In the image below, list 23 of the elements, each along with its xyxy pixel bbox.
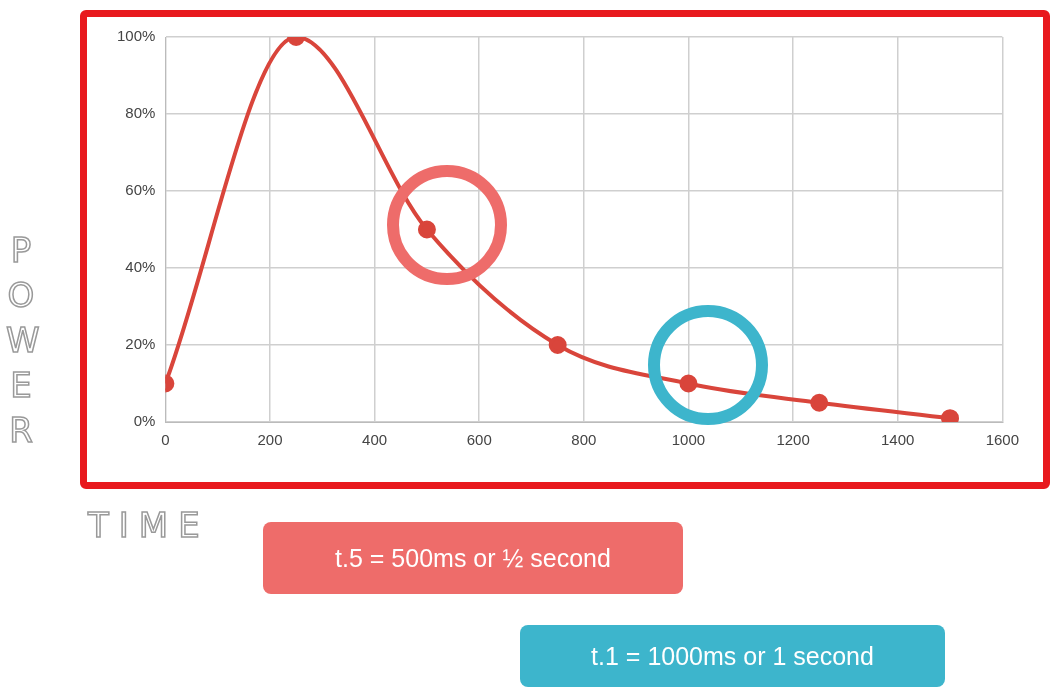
y-tick-label: 80%: [125, 104, 156, 122]
y-tick-label: 0%: [133, 412, 156, 430]
y-tick-label: 20%: [125, 335, 156, 353]
x-tick-label: 1000: [671, 431, 706, 449]
y-tick-label: 60%: [125, 181, 156, 199]
point: [679, 374, 698, 393]
x-axis-title: TIME: [88, 505, 210, 545]
text: t.1 = 1000ms or 1 second: [520, 625, 945, 687]
x-tick-label: 1200: [776, 431, 810, 449]
text: t.5 = 500ms or ½ second: [263, 522, 683, 594]
x-tick-label: 200: [257, 431, 283, 449]
y-tick-label: 40%: [125, 258, 156, 276]
y-tick-label: 100%: [116, 27, 156, 45]
x-tick-label: 1600: [985, 431, 1019, 449]
point: [417, 220, 436, 239]
x-tick-label: 600: [466, 431, 492, 449]
y-axis-title: POWER: [6, 229, 40, 452]
point: [548, 336, 567, 354]
x-tick-label: 0: [161, 431, 170, 449]
x-tick-label: 800: [571, 431, 597, 449]
point: [810, 393, 829, 412]
x-tick-label: 400: [362, 431, 388, 449]
x-tick-label: 1400: [881, 431, 915, 449]
